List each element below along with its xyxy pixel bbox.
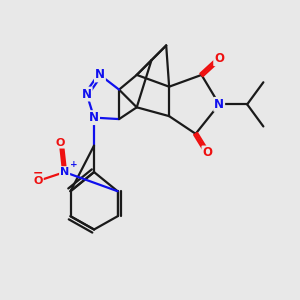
Text: N: N bbox=[82, 88, 92, 100]
Text: N: N bbox=[89, 111, 99, 124]
Text: O: O bbox=[202, 146, 212, 159]
Text: N: N bbox=[95, 68, 105, 81]
Text: −: − bbox=[33, 167, 43, 179]
Text: O: O bbox=[33, 176, 43, 186]
Text: O: O bbox=[214, 52, 224, 65]
Text: N: N bbox=[214, 98, 224, 111]
Text: +: + bbox=[70, 160, 77, 169]
Text: O: O bbox=[56, 138, 65, 148]
Text: N: N bbox=[60, 167, 69, 177]
